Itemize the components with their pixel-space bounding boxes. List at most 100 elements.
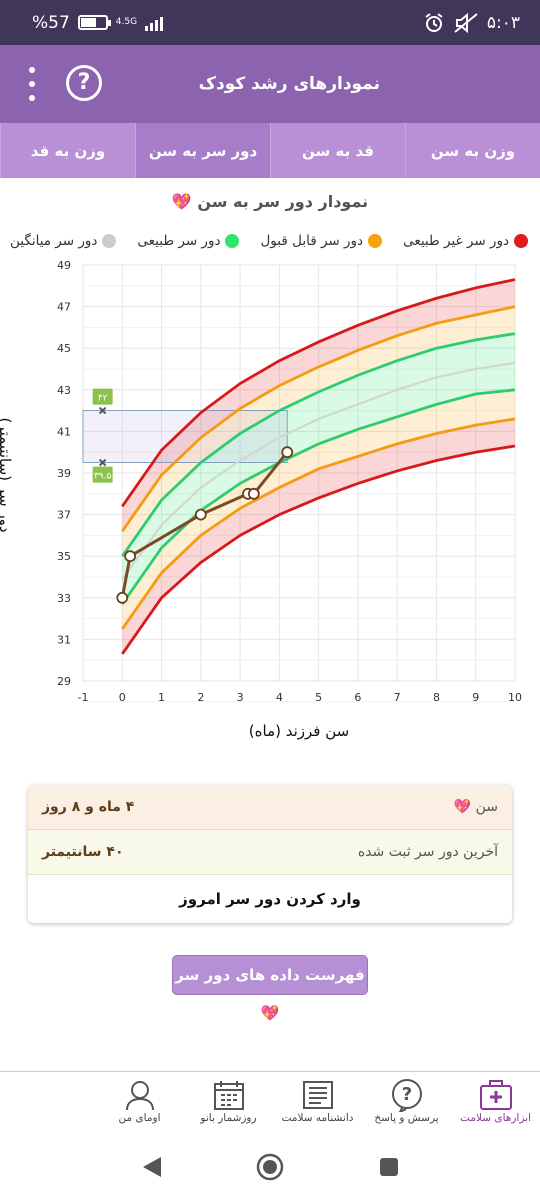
legend-item-median[interactable]: دور سر میانگین bbox=[10, 233, 117, 249]
nav-calendar[interactable]: روزشمار بانو bbox=[184, 1072, 273, 1133]
tab-weight-for-height[interactable]: وزن به قد bbox=[0, 123, 135, 178]
battery-text: %57 bbox=[32, 12, 70, 33]
x-tick-label: 5 bbox=[315, 691, 322, 704]
nav-label: پرسش و پاسخ bbox=[374, 1112, 439, 1124]
enter-today-button[interactable]: وارد کردن دور سر امروز bbox=[179, 890, 361, 908]
child-measurement-line bbox=[120, 451, 289, 599]
tab-head-for-age[interactable]: دور سر به سن bbox=[135, 123, 270, 178]
series-line-upper-normal bbox=[121, 332, 516, 558]
mute-icon bbox=[454, 12, 478, 33]
health-kit-icon bbox=[478, 1078, 514, 1112]
x-axis-label: سن فرزند (ماه) bbox=[249, 722, 349, 740]
age-value: ۴ ماه و ۸ روز bbox=[42, 799, 135, 815]
legend-item-acceptable[interactable]: دور سر قابل قبول bbox=[261, 233, 383, 249]
info-card: سن 💖 ۴ ماه و ۸ روز آخرین دور سر ثبت شده … bbox=[28, 785, 512, 923]
chart-title: نمودار دور سر به سن 💖 bbox=[171, 192, 369, 211]
x-tick-label: 8 bbox=[433, 691, 440, 704]
y-tick-label: 37 bbox=[57, 509, 71, 522]
back-icon[interactable] bbox=[143, 1157, 161, 1177]
nav-label: دانشنامه سلامت bbox=[281, 1112, 354, 1124]
range-marker-x bbox=[98, 406, 107, 415]
tab-bar: وزن به قد دور سر به سن قد به سن وزن به س… bbox=[0, 123, 540, 178]
help-icon[interactable]: ? bbox=[66, 65, 102, 101]
page-title: نمودارهای رشد کودک bbox=[198, 74, 380, 94]
recents-icon[interactable] bbox=[380, 1158, 398, 1176]
x-tick-label: -1 bbox=[78, 691, 89, 704]
x-tick-label: 10 bbox=[508, 691, 522, 704]
status-right: ۵:۰۳ bbox=[423, 12, 520, 34]
y-tick-label: 39 bbox=[57, 467, 71, 480]
network-type: 4.5G bbox=[115, 17, 138, 27]
y-tick-label: 49 bbox=[57, 259, 71, 272]
series-line-lower-abnormal bbox=[121, 444, 516, 655]
encyclopedia-icon bbox=[300, 1078, 336, 1112]
last-measure-row: آخرین دور سر ثبت شده ۴۰ سانتیمتر bbox=[28, 830, 512, 875]
x-tick-label: 2 bbox=[197, 691, 204, 704]
clock: ۵:۰۳ bbox=[486, 12, 520, 33]
head-circumference-chart: -1 0 1 2 3 4 5 6 7 8 9 102931333537394143454749۴۲۳۹… bbox=[57, 259, 522, 740]
tab-weight-for-age[interactable]: وزن به سن bbox=[405, 123, 540, 178]
age-row: سن 💖 ۴ ماه و ۸ روز bbox=[28, 785, 512, 830]
nav-label: اومای من bbox=[118, 1112, 161, 1124]
y-tick-label: 45 bbox=[57, 342, 71, 355]
range-marker-badge bbox=[92, 388, 113, 405]
nav-label: روزشمار بانو bbox=[200, 1112, 257, 1124]
bottom-navigation: ابزارهای سلامت ? پرسش و پاسخ دانشنامه سل… bbox=[0, 1071, 540, 1133]
x-tick-label: 0 bbox=[119, 691, 126, 704]
y-tick-label: 31 bbox=[57, 633, 71, 646]
system-navigation bbox=[143, 1153, 398, 1181]
nav-encyclopedia[interactable]: دانشنامه سلامت bbox=[273, 1072, 362, 1133]
legend-label: دور سر طبیعی bbox=[137, 233, 221, 249]
x-tick-label: 3 bbox=[237, 691, 244, 704]
x-tick-label: 6 bbox=[354, 691, 361, 704]
legend-dot bbox=[514, 234, 528, 248]
age-range-box bbox=[82, 410, 288, 464]
x-tick-label: 7 bbox=[394, 691, 401, 704]
calendar-icon bbox=[211, 1078, 247, 1112]
range-marker-label: ۳۹.۵ bbox=[94, 472, 112, 482]
chart-legend: دور سر غیر طبیعی دور سر قابل قبول دور سر… bbox=[10, 233, 528, 249]
band-acceptable-upper bbox=[122, 306, 515, 557]
legend-item-normal[interactable]: دور سر طبیعی bbox=[137, 233, 240, 249]
legend-dot bbox=[225, 234, 240, 248]
nav-qa[interactable]: ? پرسش و پاسخ bbox=[362, 1072, 451, 1133]
overflow-menu-icon[interactable] bbox=[24, 67, 40, 101]
y-tick-label: 41 bbox=[57, 425, 71, 438]
app-bar: ? نمودارهای رشد کودک bbox=[0, 45, 540, 123]
child-measurement-point bbox=[194, 508, 207, 521]
range-marker-x bbox=[98, 458, 107, 467]
x-tick-label: 1 bbox=[158, 691, 165, 704]
status-bar: %57 4.5G ۵:۰۳ bbox=[0, 0, 540, 45]
tab-height-for-age[interactable]: قد به سن bbox=[270, 123, 405, 178]
y-axis-label: دور سر (سانتیمتر) bbox=[0, 417, 14, 533]
alarm-icon bbox=[425, 12, 443, 32]
nav-label: ابزارهای سلامت bbox=[460, 1112, 531, 1124]
child-measurement-point bbox=[247, 487, 260, 500]
series-line-median bbox=[121, 361, 516, 580]
band-normal bbox=[122, 333, 515, 605]
question-bubble-icon: ? bbox=[389, 1078, 425, 1112]
data-list-button[interactable]: فهرست داده های دور سر 💖 bbox=[172, 955, 368, 1022]
band-abnormal-upper bbox=[122, 279, 515, 532]
y-tick-label: 47 bbox=[57, 301, 71, 314]
y-tick-label: 43 bbox=[57, 384, 71, 397]
legend-item-abnormal[interactable]: دور سر غیر طبیعی bbox=[403, 233, 528, 249]
x-tick-label: 9 bbox=[472, 691, 479, 704]
child-measurement-point bbox=[281, 446, 294, 459]
nav-health-tools[interactable]: ابزارهای سلامت bbox=[451, 1072, 540, 1133]
range-marker-label: ۴۲ bbox=[98, 394, 108, 404]
y-tick-label: 33 bbox=[57, 592, 71, 605]
child-measurement-point bbox=[116, 591, 129, 604]
series-line-upper-abnormal bbox=[121, 278, 516, 508]
child-measurement-point bbox=[124, 550, 137, 563]
x-tick-label: 4 bbox=[276, 691, 283, 704]
series-line-lower-acceptable bbox=[121, 417, 516, 630]
y-tick-label: 29 bbox=[57, 675, 71, 688]
y-tick-label: 35 bbox=[57, 550, 71, 563]
nav-profile[interactable]: اومای من bbox=[95, 1072, 184, 1133]
range-marker-badge bbox=[92, 466, 113, 483]
svg-text:?: ? bbox=[401, 1084, 411, 1105]
home-icon[interactable] bbox=[256, 1153, 284, 1181]
legend-dot bbox=[102, 234, 117, 248]
legend-label: دور سر غیر طبیعی bbox=[403, 233, 509, 249]
